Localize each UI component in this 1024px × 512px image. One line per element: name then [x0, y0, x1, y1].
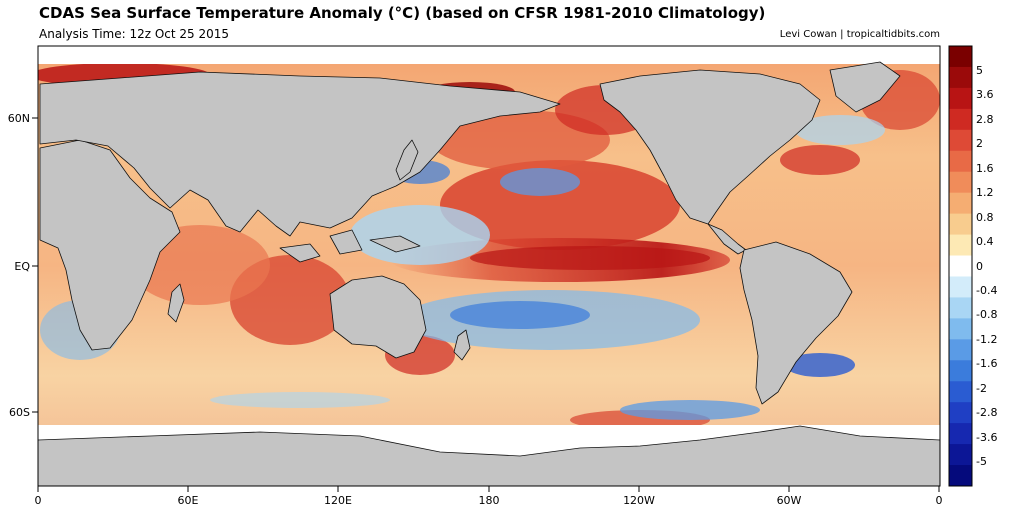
colorbar-label: -0.4	[976, 284, 997, 297]
antarctica	[38, 425, 940, 486]
colorbar-swatch	[949, 360, 972, 382]
colorbar-label: 3.6	[976, 88, 994, 101]
colorbar-swatch	[949, 465, 972, 487]
colorbar-labels: 5 3.6 2.8 2 1.6 1.2 0.8 0.4 0 -0.4 -0.8 …	[976, 64, 997, 468]
madagascar	[167, 283, 185, 323]
map-title: CDAS Sea Surface Temperature Anomaly (°C…	[39, 4, 766, 22]
colorbar-swatch	[949, 171, 972, 194]
colorbar-swatch	[949, 192, 972, 215]
new-zealand	[453, 329, 471, 361]
colorbar-swatch	[949, 108, 972, 131]
colorbar-label: 1.6	[976, 162, 994, 175]
colorbar-swatch	[949, 213, 972, 236]
colorbar-frame	[948, 45, 973, 487]
cool-anomaly-regions	[40, 93, 885, 420]
colorbar-label: -0.8	[976, 308, 997, 321]
colorbar-swatch	[949, 297, 972, 319]
colorbar-swatch	[949, 255, 972, 277]
lon-tick-label: 120W	[623, 494, 655, 507]
colorbar-swatch	[949, 150, 972, 173]
colorbar: 5 3.6 2.8 2 1.6 1.2 0.8 0.4 0 -0.4 -0.8 …	[948, 45, 997, 487]
japan	[395, 139, 419, 181]
lon-tick-label: 180	[479, 494, 500, 507]
lat-tick-label: 60S	[9, 406, 30, 419]
colorbar-swatches	[949, 46, 972, 487]
lon-tick-label: 60E	[178, 494, 199, 507]
lon-tick-label: 0	[35, 494, 42, 507]
colorbar-swatch	[949, 318, 972, 340]
lat-tick-label: 60N	[8, 112, 30, 125]
lon-tick-label: 0	[936, 494, 943, 507]
colorbar-swatch	[949, 46, 972, 68]
colorbar-label: -3.6	[976, 431, 997, 444]
colorbar-label: -1.2	[976, 333, 997, 346]
africa	[39, 139, 181, 351]
colorbar-label: 2.8	[976, 113, 994, 126]
colorbar-label: 1.2	[976, 186, 994, 199]
lon-tick-label: 120E	[324, 494, 352, 507]
map-panel	[38, 46, 940, 486]
colorbar-swatch	[949, 444, 972, 466]
lat-tick-label: EQ	[14, 260, 30, 273]
colorbar-label: 0.8	[976, 211, 994, 224]
colorbar-label: 0.4	[976, 235, 994, 248]
colorbar-swatch	[949, 339, 972, 361]
north-america	[599, 69, 821, 225]
colorbar-label: 0	[976, 260, 983, 273]
eurasia	[39, 71, 561, 237]
colorbar-label: -5	[976, 455, 987, 468]
land-masses	[38, 61, 940, 486]
colorbar-label: -2	[976, 382, 987, 395]
colorbar-swatch	[949, 381, 972, 403]
longitude-axis: 0 60E 120E 180 120W 60W 0	[35, 486, 943, 507]
colorbar-swatch	[949, 276, 972, 298]
colorbar-swatch	[949, 129, 972, 152]
colorbar-swatch	[949, 234, 972, 257]
lon-tick-label: 60W	[777, 494, 802, 507]
colorbar-label: -1.6	[976, 357, 997, 370]
latitude-axis: 60N EQ 60S	[8, 112, 38, 419]
colorbar-swatch	[949, 87, 972, 110]
credit-label: Levi Cowan | tropicaltidbits.com	[779, 29, 940, 40]
colorbar-label: -2.8	[976, 406, 997, 419]
analysis-time: Analysis Time: 12z Oct 25 2015	[39, 27, 230, 41]
colorbar-swatch	[949, 66, 972, 89]
australia	[329, 275, 427, 359]
south-america	[739, 241, 853, 405]
colorbar-swatch	[949, 423, 972, 445]
colorbar-swatch	[949, 402, 972, 424]
indonesia	[279, 229, 421, 263]
greenland	[829, 61, 901, 113]
colorbar-label: 2	[976, 137, 983, 150]
colorbar-label: 5	[976, 64, 983, 77]
